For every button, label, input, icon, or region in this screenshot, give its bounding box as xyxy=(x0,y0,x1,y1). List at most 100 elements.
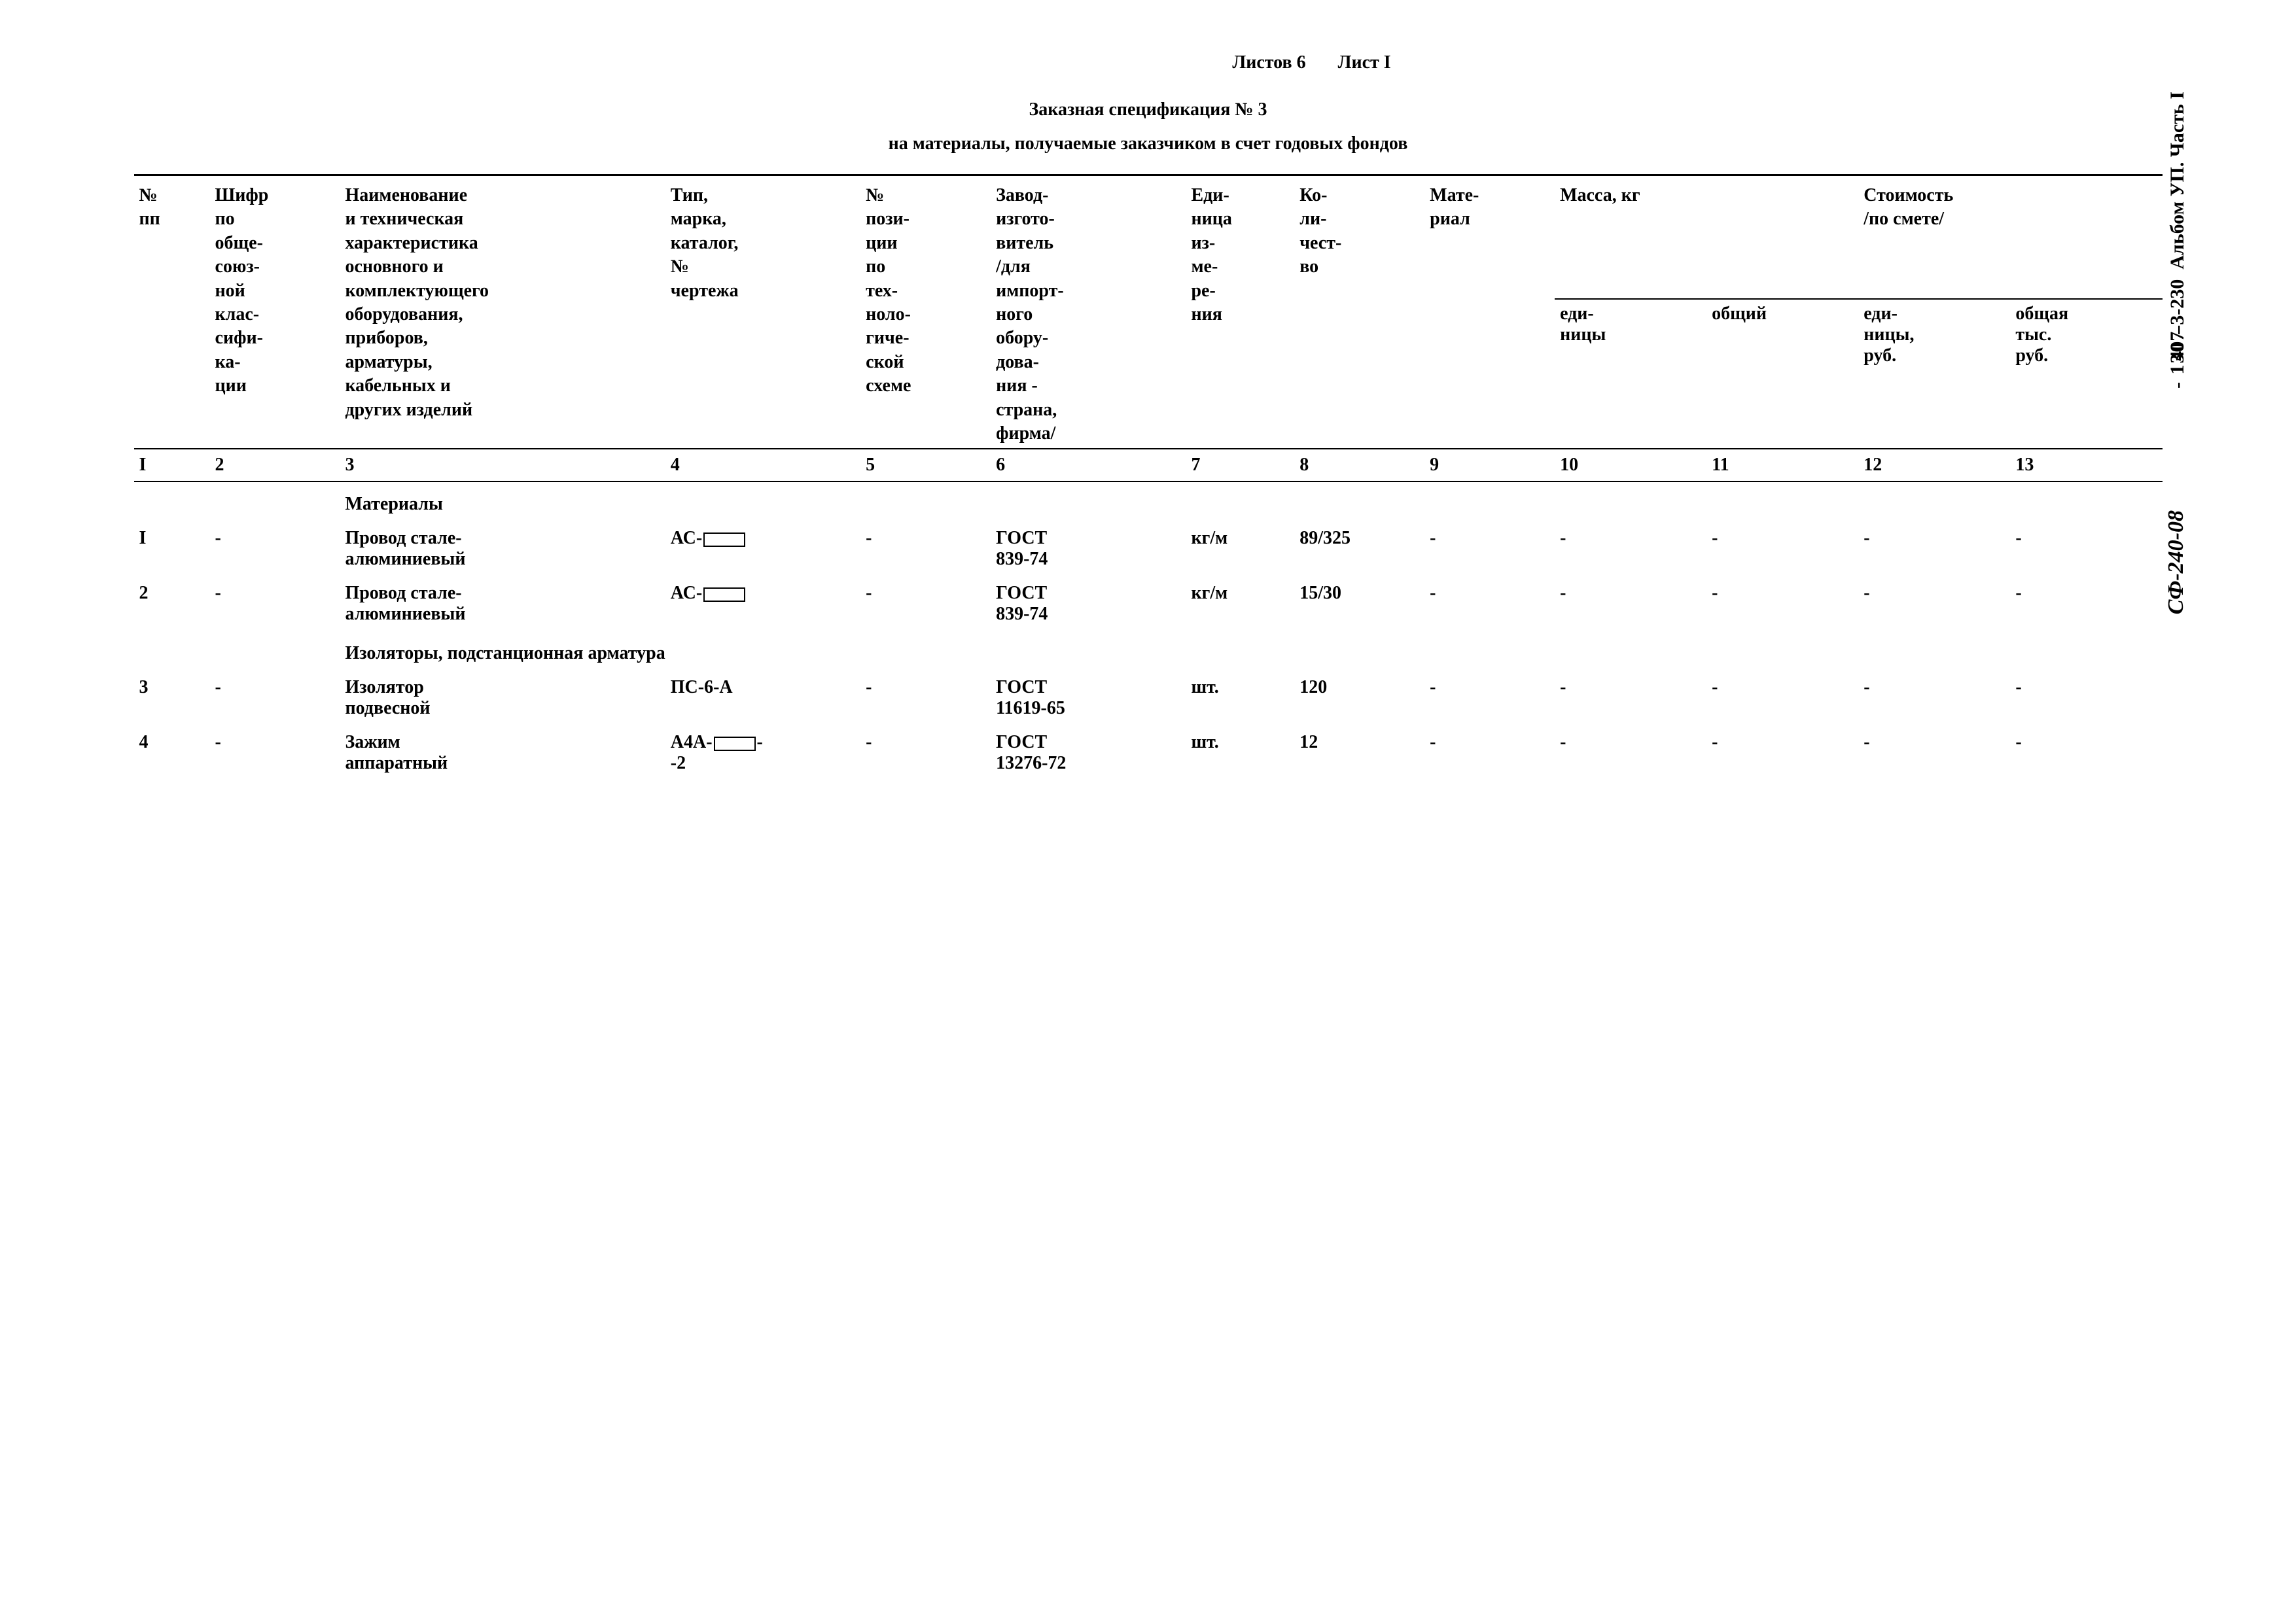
blank-box xyxy=(703,532,745,547)
colnum-6: 6 xyxy=(991,449,1186,481)
cell-code: - xyxy=(210,576,340,631)
col-header-5: №пози-циипотех-ноло-гиче-скойсхеме xyxy=(860,176,991,449)
cell-mat: - xyxy=(1424,671,1555,725)
cell-m1: - xyxy=(1555,521,1706,576)
cell-qty: 89/325 xyxy=(1294,521,1424,576)
side-code-sf: СФ-240-08 xyxy=(2164,510,2189,614)
cell-m2: - xyxy=(1706,576,1858,631)
cell-m2: - xyxy=(1706,725,1858,780)
col-header-9: Мате-риал xyxy=(1424,176,1555,449)
sheet-info: Листов 6 Лист I xyxy=(134,52,2163,73)
cell-name: Провод стале-алюминиевый xyxy=(340,576,665,631)
cell-s1: - xyxy=(1858,521,2010,576)
cell-mat: - xyxy=(1424,576,1555,631)
table-row: 4 - Зажимаппаратный А4А---2 - ГОСТ13276-… xyxy=(134,725,2163,780)
colnum-13: 13 xyxy=(2010,449,2162,481)
cell-pos: - xyxy=(860,671,991,725)
cell-qty: 12 xyxy=(1294,725,1424,780)
cell-m1: - xyxy=(1555,671,1706,725)
header-row-1: №пп Шифрпообще-союз-нойклас-сифи-ка-ции … xyxy=(134,176,2163,299)
cell-unit: кг/м xyxy=(1186,576,1294,631)
cell-qty: 15/30 xyxy=(1294,576,1424,631)
cell-gost: ГОСТ13276-72 xyxy=(991,725,1186,780)
colnum-2: 2 xyxy=(210,449,340,481)
table-row: 2 - Провод стале-алюминиевый АС- - ГОСТ8… xyxy=(134,576,2163,631)
col-header-4: Тип,марка,каталог,№чертежа xyxy=(665,176,860,449)
colnum-7: 7 xyxy=(1186,449,1294,481)
colnum-10: 10 xyxy=(1555,449,1706,481)
cell-mat: - xyxy=(1424,521,1555,576)
col-header-cost: Стоимость/по смете/ xyxy=(1858,176,2162,299)
table-row: 3 - Изоляторподвесной ПС-6-А - ГОСТ11619… xyxy=(134,671,2163,725)
col-header-2: Шифрпообще-союз-нойклас-сифи-ка-ции xyxy=(210,176,340,449)
cell-s2: - xyxy=(2010,671,2162,725)
cell-type: АС- xyxy=(665,576,860,631)
col-header-3: Наименованиеи техническаяхарактеристикао… xyxy=(340,176,665,449)
cell-num: 4 xyxy=(134,725,210,780)
section-insulators: Изоляторы, подстанционная арматура xyxy=(134,631,2163,671)
cell-code: - xyxy=(210,671,340,725)
specification-table: №пп Шифрпообще-союз-нойклас-сифи-ка-ции … xyxy=(134,176,2163,780)
cell-num: I xyxy=(134,521,210,576)
cell-m1: - xyxy=(1555,576,1706,631)
side-code-album: 407-3-230 Альбом УП. Часть I xyxy=(2166,92,2189,361)
cell-type: А4А---2 xyxy=(665,725,860,780)
section-label-materials: Материалы xyxy=(340,481,2162,521)
cell-unit: шт. xyxy=(1186,671,1294,725)
cell-s1: - xyxy=(1858,671,2010,725)
cell-num: 3 xyxy=(134,671,210,725)
col-header-13: общаятыс.руб. xyxy=(2010,299,2162,449)
sheets-total: Листов 6 xyxy=(1232,52,1305,73)
col-header-7: Еди-ницаиз-ме-ре-ния xyxy=(1186,176,1294,449)
cell-pos: - xyxy=(860,521,991,576)
col-header-1: №пп xyxy=(134,176,210,449)
column-numbers-row: I 2 3 4 5 6 7 8 9 10 11 12 13 xyxy=(134,449,2163,481)
colnum-3: 3 xyxy=(340,449,665,481)
colnum-12: 12 xyxy=(1858,449,2010,481)
colnum-11: 11 xyxy=(1706,449,1858,481)
cell-name: Изоляторподвесной xyxy=(340,671,665,725)
cell-num: 2 xyxy=(134,576,210,631)
colnum-9: 9 xyxy=(1424,449,1555,481)
cell-gost: ГОСТ11619-65 xyxy=(991,671,1186,725)
blank-box xyxy=(703,587,745,602)
colnum-5: 5 xyxy=(860,449,991,481)
cell-code: - xyxy=(210,521,340,576)
colnum-1: I xyxy=(134,449,210,481)
cell-pos: - xyxy=(860,576,991,631)
cell-m2: - xyxy=(1706,521,1858,576)
cell-s2: - xyxy=(2010,725,2162,780)
col-header-12: еди-ницы,руб. xyxy=(1858,299,2010,449)
document-subtitle: на материалы, получаемые заказчиком в сч… xyxy=(134,133,2163,154)
cell-type: АС- xyxy=(665,521,860,576)
colnum-4: 4 xyxy=(665,449,860,481)
cell-type: ПС-6-А xyxy=(665,671,860,725)
sheet-current: Лист I xyxy=(1338,52,1391,73)
col-header-11: общий xyxy=(1706,299,1858,449)
cell-unit: шт. xyxy=(1186,725,1294,780)
cell-s2: - xyxy=(2010,521,2162,576)
document-title: Заказная спецификация № 3 xyxy=(134,99,2163,120)
document-page: 407-3-230 Альбом УП. Часть I - 130 - СФ-… xyxy=(134,52,2163,780)
cell-name: Провод стале-алюминиевый xyxy=(340,521,665,576)
cell-code: - xyxy=(210,725,340,780)
cell-s1: - xyxy=(1858,725,2010,780)
col-header-8: Ко-ли-чест-во xyxy=(1294,176,1424,449)
cell-gost: ГОСТ839-74 xyxy=(991,576,1186,631)
cell-qty: 120 xyxy=(1294,671,1424,725)
cell-s2: - xyxy=(2010,576,2162,631)
section-materials: Материалы xyxy=(134,481,2163,521)
colnum-8: 8 xyxy=(1294,449,1424,481)
col-header-6: Завод-изгото-витель/дляимпорт-ногообору-… xyxy=(991,176,1186,449)
cell-name: Зажимаппаратный xyxy=(340,725,665,780)
cell-m1: - xyxy=(1555,725,1706,780)
table-row: I - Провод стале-алюминиевый АС- - ГОСТ8… xyxy=(134,521,2163,576)
side-page-number: - 130 - xyxy=(2166,327,2189,389)
cell-m2: - xyxy=(1706,671,1858,725)
cell-pos: - xyxy=(860,725,991,780)
col-header-mass: Масса, кг xyxy=(1555,176,1858,299)
cell-mat: - xyxy=(1424,725,1555,780)
col-header-10: еди-ницы xyxy=(1555,299,1706,449)
blank-box xyxy=(714,737,756,751)
section-label-insulators: Изоляторы, подстанционная арматура xyxy=(340,631,2162,671)
